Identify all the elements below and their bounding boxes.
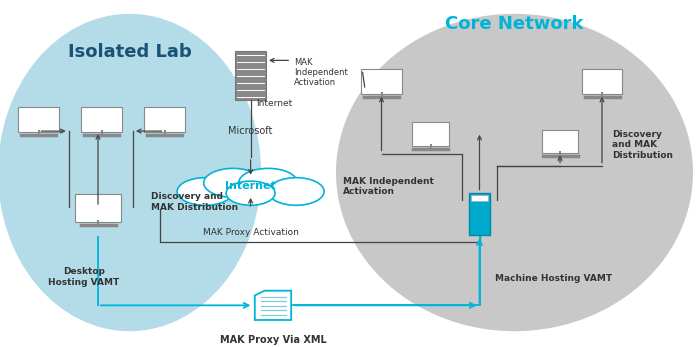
Text: Desktop
Hosting VAMT: Desktop Hosting VAMT — [48, 268, 120, 287]
FancyBboxPatch shape — [471, 195, 488, 201]
FancyBboxPatch shape — [144, 107, 185, 132]
Text: Internet: Internet — [256, 99, 293, 108]
Text: Discovery
and MAK
Distribution: Discovery and MAK Distribution — [612, 130, 673, 160]
Text: Microsoft: Microsoft — [228, 126, 273, 136]
Text: MAK
Independent
Activation: MAK Independent Activation — [294, 58, 348, 87]
FancyBboxPatch shape — [469, 193, 490, 235]
FancyBboxPatch shape — [81, 107, 122, 132]
FancyBboxPatch shape — [412, 122, 449, 146]
Circle shape — [177, 178, 233, 205]
Circle shape — [204, 168, 262, 197]
FancyBboxPatch shape — [582, 69, 622, 94]
Text: MAK Proxy Via XML: MAK Proxy Via XML — [220, 335, 326, 345]
Text: Core Network: Core Network — [445, 15, 584, 33]
Circle shape — [226, 181, 275, 205]
FancyBboxPatch shape — [75, 194, 121, 222]
Text: MAK Proxy Activation: MAK Proxy Activation — [203, 228, 299, 237]
Polygon shape — [255, 291, 291, 320]
Text: Discovery and
MAK Distribution: Discovery and MAK Distribution — [150, 192, 237, 212]
Circle shape — [239, 168, 298, 197]
FancyBboxPatch shape — [18, 107, 59, 132]
Text: Machine Hosting VAMT: Machine Hosting VAMT — [495, 274, 612, 283]
FancyBboxPatch shape — [361, 69, 402, 94]
Ellipse shape — [0, 14, 261, 331]
Ellipse shape — [336, 14, 693, 331]
FancyBboxPatch shape — [542, 130, 578, 153]
FancyBboxPatch shape — [235, 51, 266, 100]
Text: Internet: Internet — [225, 181, 276, 191]
Text: MAK Independent
Activation: MAK Independent Activation — [343, 177, 434, 196]
Text: Isolated Lab: Isolated Lab — [68, 43, 191, 61]
Circle shape — [268, 178, 324, 205]
